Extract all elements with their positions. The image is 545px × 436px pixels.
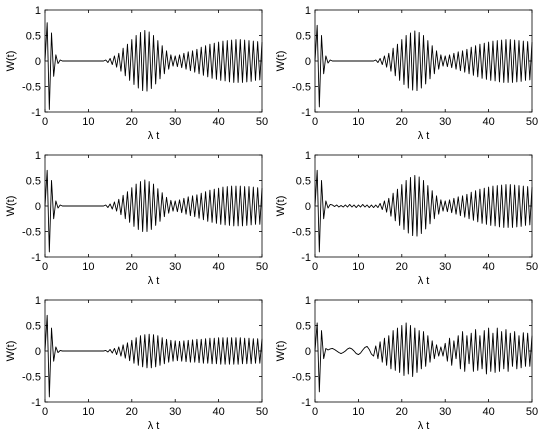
x-axis-label: λ t — [418, 420, 430, 432]
y-axis-label: W(t) — [275, 196, 287, 217]
y-tick-label: -0.5 — [22, 227, 41, 239]
y-tick-label: -1 — [301, 107, 311, 119]
signal-line — [314, 24, 533, 108]
y-tick-label: 0.5 — [26, 31, 41, 43]
subplot: 0 10 20 30 40 50 -1 -0.5 0 0.5 1 λ t W(t) — [5, 5, 268, 142]
x-axis-label: λ t — [418, 275, 430, 287]
y-tick-label: -1 — [301, 252, 311, 264]
y-tick-label: 0 — [305, 346, 311, 358]
x-tick-label: 10 — [352, 116, 364, 128]
axes-box — [314, 154, 533, 258]
y-axis-label: W(t) — [275, 341, 287, 362]
x-tick-label: 50 — [256, 406, 268, 418]
y-axis-label: W(t) — [5, 341, 17, 362]
y-tick-label: -1 — [31, 397, 41, 409]
x-axis-label: λ t — [148, 420, 160, 432]
x-tick-label: 20 — [126, 406, 138, 418]
x-tick-label: 40 — [212, 261, 224, 273]
x-tick-label: 20 — [396, 261, 408, 273]
y-tick-label: 1 — [305, 150, 311, 162]
y-tick-label: -0.5 — [292, 372, 311, 384]
subplot: 0 10 20 30 40 50 -1 -0.5 0 0.5 1 λ t W(t) — [5, 150, 268, 287]
y-tick-label: 0 — [35, 201, 41, 213]
x-tick-label: 50 — [256, 116, 268, 128]
x-tick-label: 0 — [42, 406, 48, 418]
subplot: 0 10 20 30 40 50 -1 -0.5 0 0.5 1 λ t W(t) — [5, 295, 268, 432]
y-tick-label: 0.5 — [296, 31, 311, 43]
subplot: 0 10 20 30 40 50 -1 -0.5 0 0.5 1 λ t W(t) — [275, 295, 538, 432]
signal-line — [314, 169, 533, 253]
y-tick-label: 1 — [305, 5, 311, 17]
subplot: 0 10 20 30 40 50 -1 -0.5 0 0.5 1 λ t W(t) — [275, 150, 538, 287]
y-tick-label: -1 — [31, 107, 41, 119]
x-tick-label: 50 — [526, 116, 538, 128]
signal-line — [44, 314, 263, 398]
y-axis-label: W(t) — [5, 51, 17, 72]
x-axis-label: λ t — [418, 130, 430, 142]
y-tick-label: -1 — [31, 252, 41, 264]
x-tick-label: 0 — [312, 406, 318, 418]
x-tick-label: 0 — [42, 261, 48, 273]
x-axis-label: λ t — [148, 130, 160, 142]
x-tick-label: 30 — [169, 406, 181, 418]
x-tick-label: 0 — [312, 261, 318, 273]
x-tick-label: 10 — [82, 406, 94, 418]
x-tick-label: 10 — [352, 406, 364, 418]
x-tick-label: 40 — [482, 261, 494, 273]
x-tick-label: 30 — [169, 261, 181, 273]
y-tick-label: -0.5 — [22, 372, 41, 384]
x-tick-label: 20 — [396, 406, 408, 418]
x-tick-label: 50 — [256, 261, 268, 273]
y-tick-label: -0.5 — [22, 82, 41, 94]
x-tick-label: 20 — [396, 116, 408, 128]
y-tick-label: 1 — [305, 295, 311, 307]
y-tick-label: 0.5 — [296, 176, 311, 188]
y-axis-label: W(t) — [5, 196, 17, 217]
y-tick-label: 0 — [35, 346, 41, 358]
signal-line — [314, 322, 533, 393]
y-axis-label: W(t) — [275, 51, 287, 72]
y-tick-label: 1 — [35, 295, 41, 307]
x-tick-label: 10 — [82, 116, 94, 128]
x-tick-label: 40 — [212, 406, 224, 418]
x-tick-label: 0 — [42, 116, 48, 128]
x-tick-label: 40 — [482, 116, 494, 128]
x-tick-label: 40 — [482, 406, 494, 418]
signal-line — [44, 169, 263, 253]
x-tick-label: 30 — [439, 261, 451, 273]
x-tick-label: 20 — [126, 116, 138, 128]
y-tick-label: 0.5 — [26, 176, 41, 188]
x-tick-label: 40 — [212, 116, 224, 128]
y-tick-label: 0 — [305, 201, 311, 213]
x-tick-label: 50 — [526, 261, 538, 273]
y-tick-label: 0 — [35, 56, 41, 68]
x-tick-label: 30 — [439, 116, 451, 128]
x-tick-label: 10 — [82, 261, 94, 273]
y-tick-label: 0.5 — [296, 321, 311, 333]
y-tick-label: 0 — [305, 56, 311, 68]
y-tick-label: -1 — [301, 397, 311, 409]
x-tick-label: 50 — [526, 406, 538, 418]
y-tick-label: -0.5 — [292, 227, 311, 239]
x-tick-label: 10 — [352, 261, 364, 273]
x-tick-label: 0 — [312, 116, 318, 128]
y-tick-label: 1 — [35, 150, 41, 162]
x-tick-label: 30 — [439, 406, 451, 418]
y-tick-label: 0.5 — [26, 321, 41, 333]
signal-line — [44, 22, 263, 110]
axes-box — [314, 299, 533, 403]
x-axis-label: λ t — [148, 275, 160, 287]
x-tick-label: 30 — [169, 116, 181, 128]
y-tick-label: -0.5 — [292, 82, 311, 94]
x-tick-label: 20 — [126, 261, 138, 273]
subplot: 0 10 20 30 40 50 -1 -0.5 0 0.5 1 λ t W(t) — [275, 5, 538, 142]
y-tick-label: 1 — [35, 5, 41, 17]
